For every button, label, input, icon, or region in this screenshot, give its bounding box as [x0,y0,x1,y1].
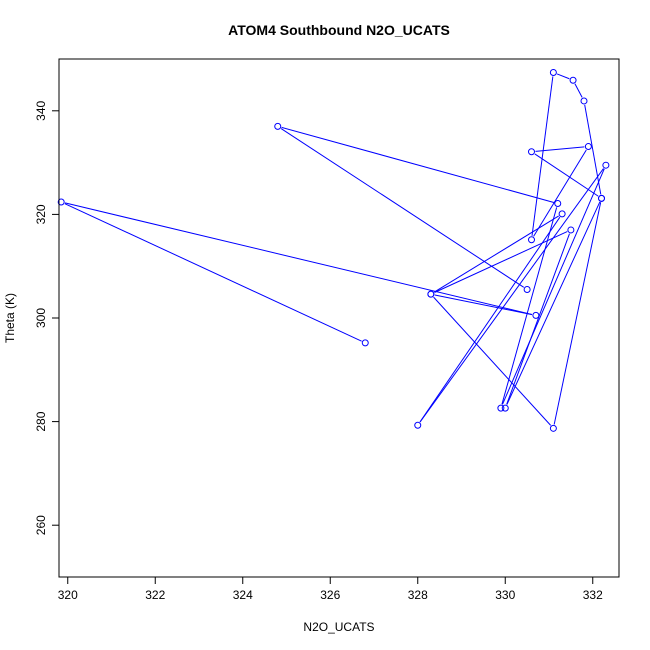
series-line-segment [419,168,604,423]
data-point [528,236,535,244]
data-point [523,286,531,294]
y-tick-label: 340 [34,100,48,120]
x-tick-label: 320 [58,588,78,602]
data-point [532,311,540,319]
data-point [497,404,505,412]
data-point [361,339,369,347]
data-point [57,198,65,206]
series-line-segment [553,202,602,425]
x-tick-label: 330 [495,588,515,602]
series-line-segment [281,126,555,203]
chart-title: ATOM4 Southbound N2O_UCATS [228,22,450,38]
data-point [414,421,422,429]
x-tick-label: 332 [583,588,603,602]
x-tick-label: 326 [320,588,340,602]
y-tick-label: 260 [34,515,48,535]
data-point [602,161,610,169]
series-line-segment [574,83,583,98]
series-line-segment [534,153,599,197]
x-axis: 320 322 324 326 328 330 332 [58,576,603,602]
series-line-segment [502,168,605,405]
data-point [558,210,566,218]
data-point [584,143,592,151]
series-line-segment [64,203,362,342]
series-line-segment [419,216,561,423]
data-layer [57,68,610,432]
data-point [274,122,282,130]
y-axis: 260 280 300 320 340 [34,100,60,535]
data-point [528,148,535,156]
y-tick-label: 320 [34,204,48,224]
data-point [549,424,557,432]
series-line-segment [533,149,587,237]
data-point [580,97,588,105]
data-point [501,404,509,412]
y-tick-label: 300 [34,308,48,328]
series-line-segment [531,76,554,236]
series-line-segment [506,201,601,405]
data-point [549,68,557,76]
series-line-segment [280,128,525,288]
series-line-segment [584,104,602,195]
data-point [567,226,575,234]
x-tick-label: 324 [233,588,253,602]
series-line-segment [434,231,568,293]
data-point [598,194,605,202]
data-point [554,200,562,208]
data-point [427,290,435,298]
series-line-segment [434,294,533,316]
x-tick-label: 322 [145,588,165,602]
series-line-segment [501,207,558,405]
y-axis-label: Theta (K) [3,293,17,343]
series-line-segment [64,202,533,315]
data-point [569,76,577,84]
x-tick-label: 328 [408,588,428,602]
series-line-segment [556,73,570,80]
series-line-segment [506,233,570,405]
series-line-segment [433,296,552,426]
y-tick-label: 280 [34,411,48,431]
x-axis-label: N2O_UCATS [303,620,374,634]
series-line-segment [434,215,559,293]
